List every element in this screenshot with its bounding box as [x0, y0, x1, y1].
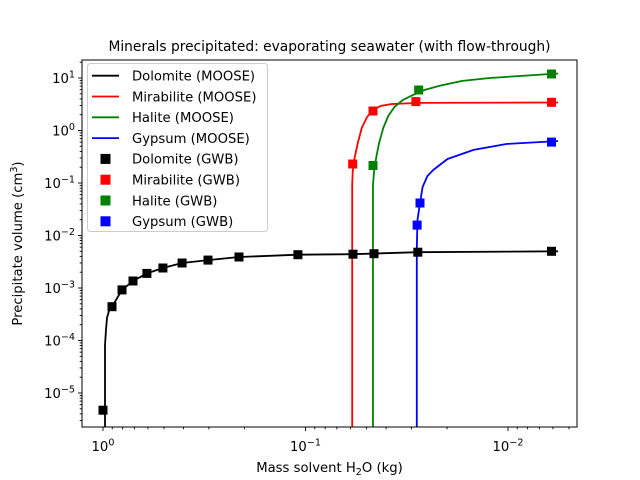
data-point-marker — [234, 252, 244, 262]
data-point-marker — [177, 258, 187, 268]
legend-entry-dolomite-moose: Dolomite (MOOSE) — [92, 70, 255, 85]
svg-text:10−3: 10−3 — [44, 279, 75, 297]
legend-label: Dolomite (GWB) — [132, 153, 239, 168]
legend-square-sample — [100, 153, 111, 164]
series-markers-gypsum-gwb — [412, 137, 556, 230]
data-point-marker — [348, 249, 358, 259]
data-point-marker — [348, 159, 358, 169]
legend-entry-gypsum-moose: Gypsum (MOOSE) — [92, 132, 250, 147]
data-point-marker — [368, 161, 378, 170]
legend-entry-mirabilite-moose: Mirabilite (MOOSE) — [92, 90, 257, 105]
svg-text:10−2: 10−2 — [44, 227, 75, 245]
series-markers-mirabilite-gwb — [348, 97, 556, 169]
legend-box — [87, 63, 268, 232]
legend-label: Mirabilite (GWB) — [132, 174, 240, 189]
data-point-marker — [547, 137, 556, 147]
legend-entry-mirabilite-gwb: Mirabilite (GWB) — [100, 174, 240, 189]
data-point-marker — [98, 405, 108, 415]
data-point-marker — [117, 285, 127, 295]
legend-label: Gypsum (MOOSE) — [132, 132, 250, 147]
legend-square-sample — [100, 174, 111, 185]
legend-label: Mirabilite (MOOSE) — [132, 90, 257, 105]
data-point-marker — [107, 302, 117, 312]
svg-text:10−1: 10−1 — [290, 438, 321, 456]
data-point-marker — [128, 276, 138, 286]
y-tick-labels: 101 100 10−1 10−2 10−3 10−4 10−5 — [44, 69, 75, 402]
legend-label: Gypsum (GWB) — [132, 215, 233, 230]
legend: Dolomite (MOOSE) Mirabilite (MOOSE) Halite… — [87, 63, 268, 232]
plot-frame — [81, 59, 578, 428]
legend-label: Dolomite (MOOSE) — [132, 70, 255, 85]
data-point-marker — [547, 246, 556, 256]
data-point-marker — [547, 69, 556, 79]
legend-label: Halite (GWB) — [132, 194, 217, 209]
data-point-marker — [414, 85, 424, 95]
svg-text:10−2: 10−2 — [493, 438, 524, 456]
series-markers-halite-gwb — [368, 69, 556, 170]
chart-title: Minerals precipitated: evaporating seawa… — [108, 39, 550, 55]
series-markers — [98, 69, 556, 415]
legend-square-sample — [100, 195, 111, 206]
data-point-marker — [158, 263, 168, 273]
data-point-marker — [413, 247, 423, 257]
legend-entry-gypsum-gwb: Gypsum (GWB) — [100, 215, 233, 230]
data-point-marker — [415, 198, 425, 208]
x-tick-labels: 100 10−1 10−2 — [92, 438, 524, 456]
svg-text:10−5: 10−5 — [44, 384, 75, 402]
legend-entry-halite-moose: Halite (MOOSE) — [92, 111, 234, 126]
legend-entry-dolomite-gwb: Dolomite (GWB) — [100, 153, 239, 168]
data-point-marker — [368, 106, 378, 116]
data-point-marker — [411, 97, 421, 107]
data-point-marker — [369, 249, 379, 259]
svg-text:10−4: 10−4 — [44, 332, 75, 350]
y-axis-label: Precipitate volume (cm3) — [9, 161, 26, 325]
data-point-marker — [203, 255, 213, 265]
data-point-marker — [293, 250, 303, 260]
legend-square-sample — [100, 216, 111, 227]
svg-text:100: 100 — [52, 122, 75, 140]
series-markers-dolomite-gwb — [98, 246, 556, 415]
series-line-mirabilite-moose — [351, 101, 559, 427]
series-line-gypsum-moose — [415, 140, 559, 427]
svg-text:10−1: 10−1 — [44, 174, 75, 192]
legend-label: Halite (MOOSE) — [132, 111, 234, 126]
x-axis-label: Mass solvent H2O (kg) — [256, 461, 403, 478]
data-point-marker — [547, 97, 556, 107]
svg-text:101: 101 — [52, 69, 75, 87]
svg-text:100: 100 — [92, 438, 115, 456]
legend-entry-halite-gwb: Halite (GWB) — [100, 194, 217, 209]
data-point-marker — [412, 220, 422, 230]
data-point-marker — [142, 268, 152, 278]
